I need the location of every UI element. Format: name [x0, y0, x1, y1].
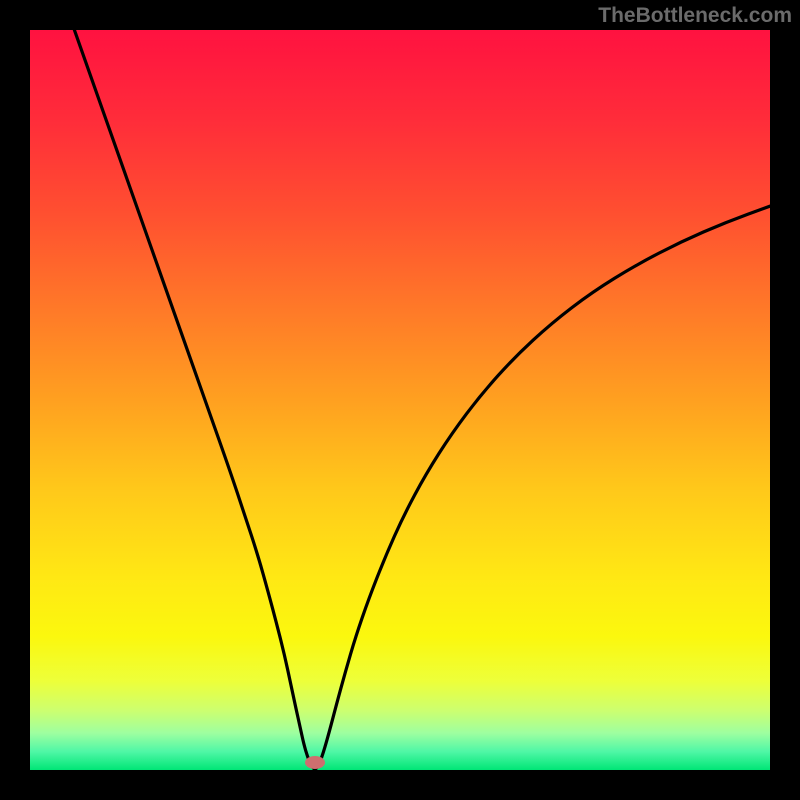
bottleneck-curve [74, 30, 770, 769]
plot-area [30, 30, 770, 770]
watermark-text: TheBottleneck.com [598, 4, 792, 28]
chart-container: TheBottleneck.com [0, 0, 800, 800]
curve-svg [30, 30, 770, 770]
